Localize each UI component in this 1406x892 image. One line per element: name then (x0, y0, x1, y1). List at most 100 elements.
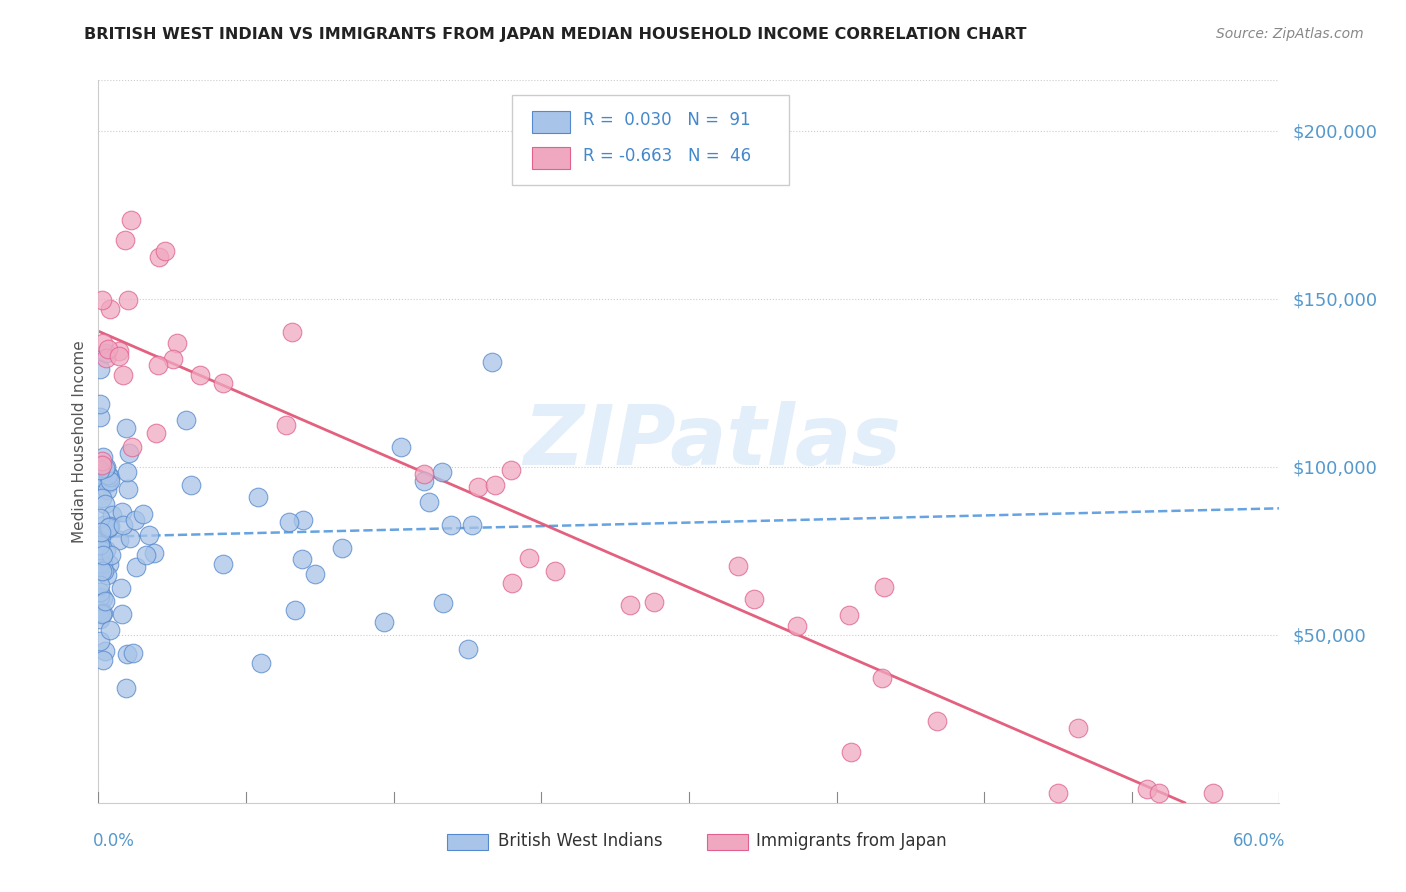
Point (101, 508, 124, 522)
Text: 0.0%: 0.0% (93, 832, 135, 850)
Text: Immigrants from Japan: Immigrants from Japan (756, 832, 946, 850)
Point (430, 465, 453, 479)
Point (291, 551, 314, 566)
Point (90, 524, 112, 539)
Point (284, 603, 307, 617)
Point (117, 648, 139, 662)
Point (742, 591, 765, 606)
Point (111, 368, 134, 383)
Point (89, 585, 111, 599)
Point (145, 425, 167, 440)
Text: 60.0%: 60.0% (1233, 832, 1285, 850)
Point (108, 533, 131, 547)
Point (94, 346, 117, 360)
Point (115, 681, 138, 695)
Point (91, 548, 114, 562)
Point (94, 497, 117, 511)
Point (180, 478, 202, 492)
Point (544, 564, 567, 578)
Point (93, 557, 115, 571)
Point (94, 644, 117, 658)
Point (98, 301, 121, 316)
Point (91, 564, 114, 578)
Point (481, 355, 503, 369)
Point (97, 342, 120, 356)
Point (277, 515, 299, 529)
Point (91, 458, 114, 472)
Point (111, 517, 134, 532)
Point (148, 358, 170, 372)
Point (517, 551, 540, 566)
Point (89, 537, 111, 551)
Point (89, 634, 111, 648)
Point (89, 578, 111, 592)
Point (98, 518, 121, 533)
Point (96, 543, 118, 558)
Point (162, 351, 184, 366)
Point (121, 646, 143, 660)
Point (93, 524, 115, 538)
Point (96, 483, 118, 498)
Point (97, 475, 120, 490)
Point (90, 469, 112, 483)
Point (619, 598, 641, 612)
Point (148, 251, 170, 265)
Point (118, 446, 141, 460)
Text: R = -0.663   N =  46: R = -0.663 N = 46 (582, 147, 751, 165)
FancyBboxPatch shape (512, 95, 789, 185)
Point (98, 557, 121, 571)
Point (89, 556, 111, 570)
Point (153, 244, 176, 259)
Point (125, 560, 148, 574)
Point (1047, 786, 1070, 800)
Point (439, 518, 461, 533)
Point (281, 325, 304, 339)
Point (1067, 721, 1090, 735)
Point (117, 482, 139, 496)
Point (90, 473, 112, 487)
Bar (447, 834, 488, 850)
Point (89, 362, 111, 376)
Point (89, 397, 111, 411)
Point (94, 351, 117, 366)
Point (93, 564, 115, 578)
Point (432, 596, 454, 610)
Point (111, 505, 134, 519)
Point (89, 458, 111, 473)
Point (413, 474, 436, 488)
Point (304, 567, 326, 582)
Point (89, 604, 111, 618)
Point (389, 440, 412, 454)
Text: Source: ZipAtlas.com: Source: ZipAtlas.com (1216, 27, 1364, 41)
Y-axis label: Median Household Income: Median Household Income (72, 340, 87, 543)
Point (135, 548, 157, 562)
Point (330, 541, 353, 555)
Point (117, 293, 139, 307)
Point (250, 656, 273, 670)
Point (97, 467, 120, 482)
Point (643, 594, 665, 608)
Point (100, 548, 122, 562)
Point (98, 470, 121, 484)
Point (114, 233, 136, 247)
Point (93, 461, 115, 475)
Point (174, 413, 197, 427)
Point (413, 467, 436, 482)
Point (467, 480, 489, 494)
Point (110, 582, 132, 596)
Point (121, 440, 143, 454)
Point (115, 421, 138, 435)
Point (212, 557, 235, 571)
Point (89, 612, 111, 626)
Point (98, 475, 121, 489)
Text: R =  0.030   N =  91: R = 0.030 N = 91 (582, 111, 751, 129)
Point (89, 463, 111, 477)
Point (501, 575, 523, 590)
Point (373, 615, 395, 629)
Point (246, 491, 269, 505)
Point (461, 518, 484, 533)
Point (91, 450, 114, 464)
Point (212, 376, 235, 391)
Point (108, 349, 131, 363)
Point (138, 527, 160, 541)
